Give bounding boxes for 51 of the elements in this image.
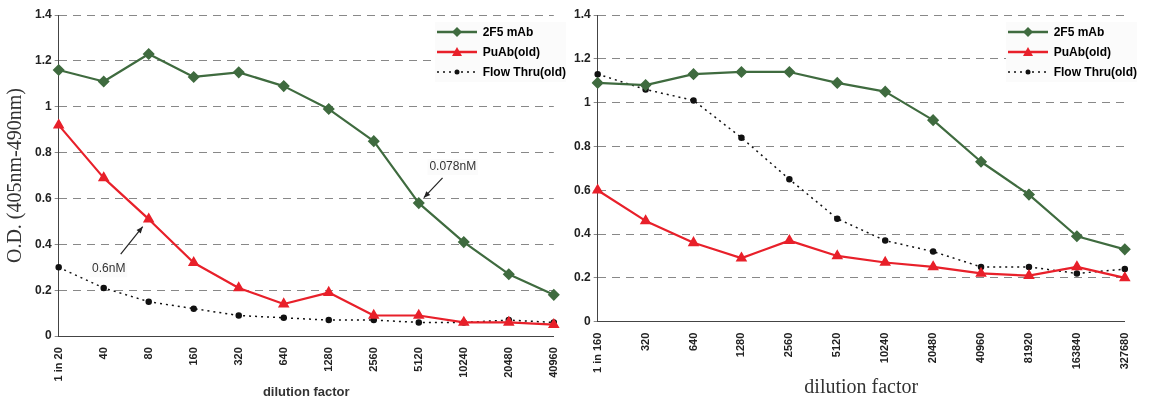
x-tick-label: 80 [141,347,154,360]
y-tick-label: 1.2 [34,53,52,68]
x-tick-label: 640 [686,332,699,351]
annotation: 0.6nM [92,261,126,276]
x-tick-label: 2560 [366,347,379,372]
x-tick-label: 10240 [878,332,891,364]
y-tick-label: 0 [583,313,591,328]
annotation: 0.078nM [429,159,477,174]
legend-label: Flow Thru(old) [482,65,566,79]
y-tick-label: 0.2 [34,282,52,297]
x-tick-label: 1 in 20 [51,347,64,382]
x-tick-label: 40960 [974,332,987,364]
x-tick-label: 5120 [411,347,424,372]
x-tick-label: 2560 [782,332,795,358]
x-tick-label: 40960 [546,347,559,378]
y-tick-label: 1.4 [573,7,591,22]
x-tick-label: 81920 [1021,332,1034,364]
x-axis-title: dilution factor [804,375,919,398]
x-tick-label: 320 [231,347,244,366]
x-tick-label: 1280 [734,332,747,358]
y-tick-label: 1.2 [573,51,591,66]
y-tick-label: 0.2 [573,270,591,285]
y-tick-label: 0 [44,328,52,343]
x-tick-label: 163840 [1069,332,1082,370]
y-tick-label: 1 [583,94,591,109]
y-tick-label: 0.4 [34,236,52,251]
legend-label: PuAb(old) [482,45,541,59]
y-axis-title: O.D. (405nm-490nm) [3,88,27,264]
x-tick-label: 5120 [830,332,843,358]
y-tick-label: 0.6 [34,190,52,205]
x-tick-label: 320 [638,332,651,351]
legend-label: 2F5 mAb [482,25,534,39]
x-tick-label: 327680 [1117,332,1130,370]
x-axis-title: dilution factor [262,383,350,399]
legend-label: Flow Thru(old) [1053,65,1137,79]
y-tick-label: 1.4 [34,7,52,22]
x-tick-label: 20480 [926,332,939,364]
x-tick-label: 1 in 160 [590,332,603,373]
x-tick-label: 160 [186,347,199,366]
y-tick-label: 1 [44,99,52,114]
x-tick-label: 1280 [321,347,334,372]
x-tick-label: 10240 [456,347,469,378]
x-tick-label: 40 [96,347,109,360]
legend-label: PuAb(old) [1053,45,1112,59]
y-tick-label: 0.8 [573,138,591,153]
y-tick-label: 0.6 [573,182,591,197]
x-tick-label: 20480 [501,347,514,378]
y-tick-label: 0.8 [34,144,52,159]
legend-label: 2F5 mAb [1053,25,1105,39]
x-tick-label: 640 [276,347,289,366]
y-tick-label: 0.4 [573,226,591,241]
